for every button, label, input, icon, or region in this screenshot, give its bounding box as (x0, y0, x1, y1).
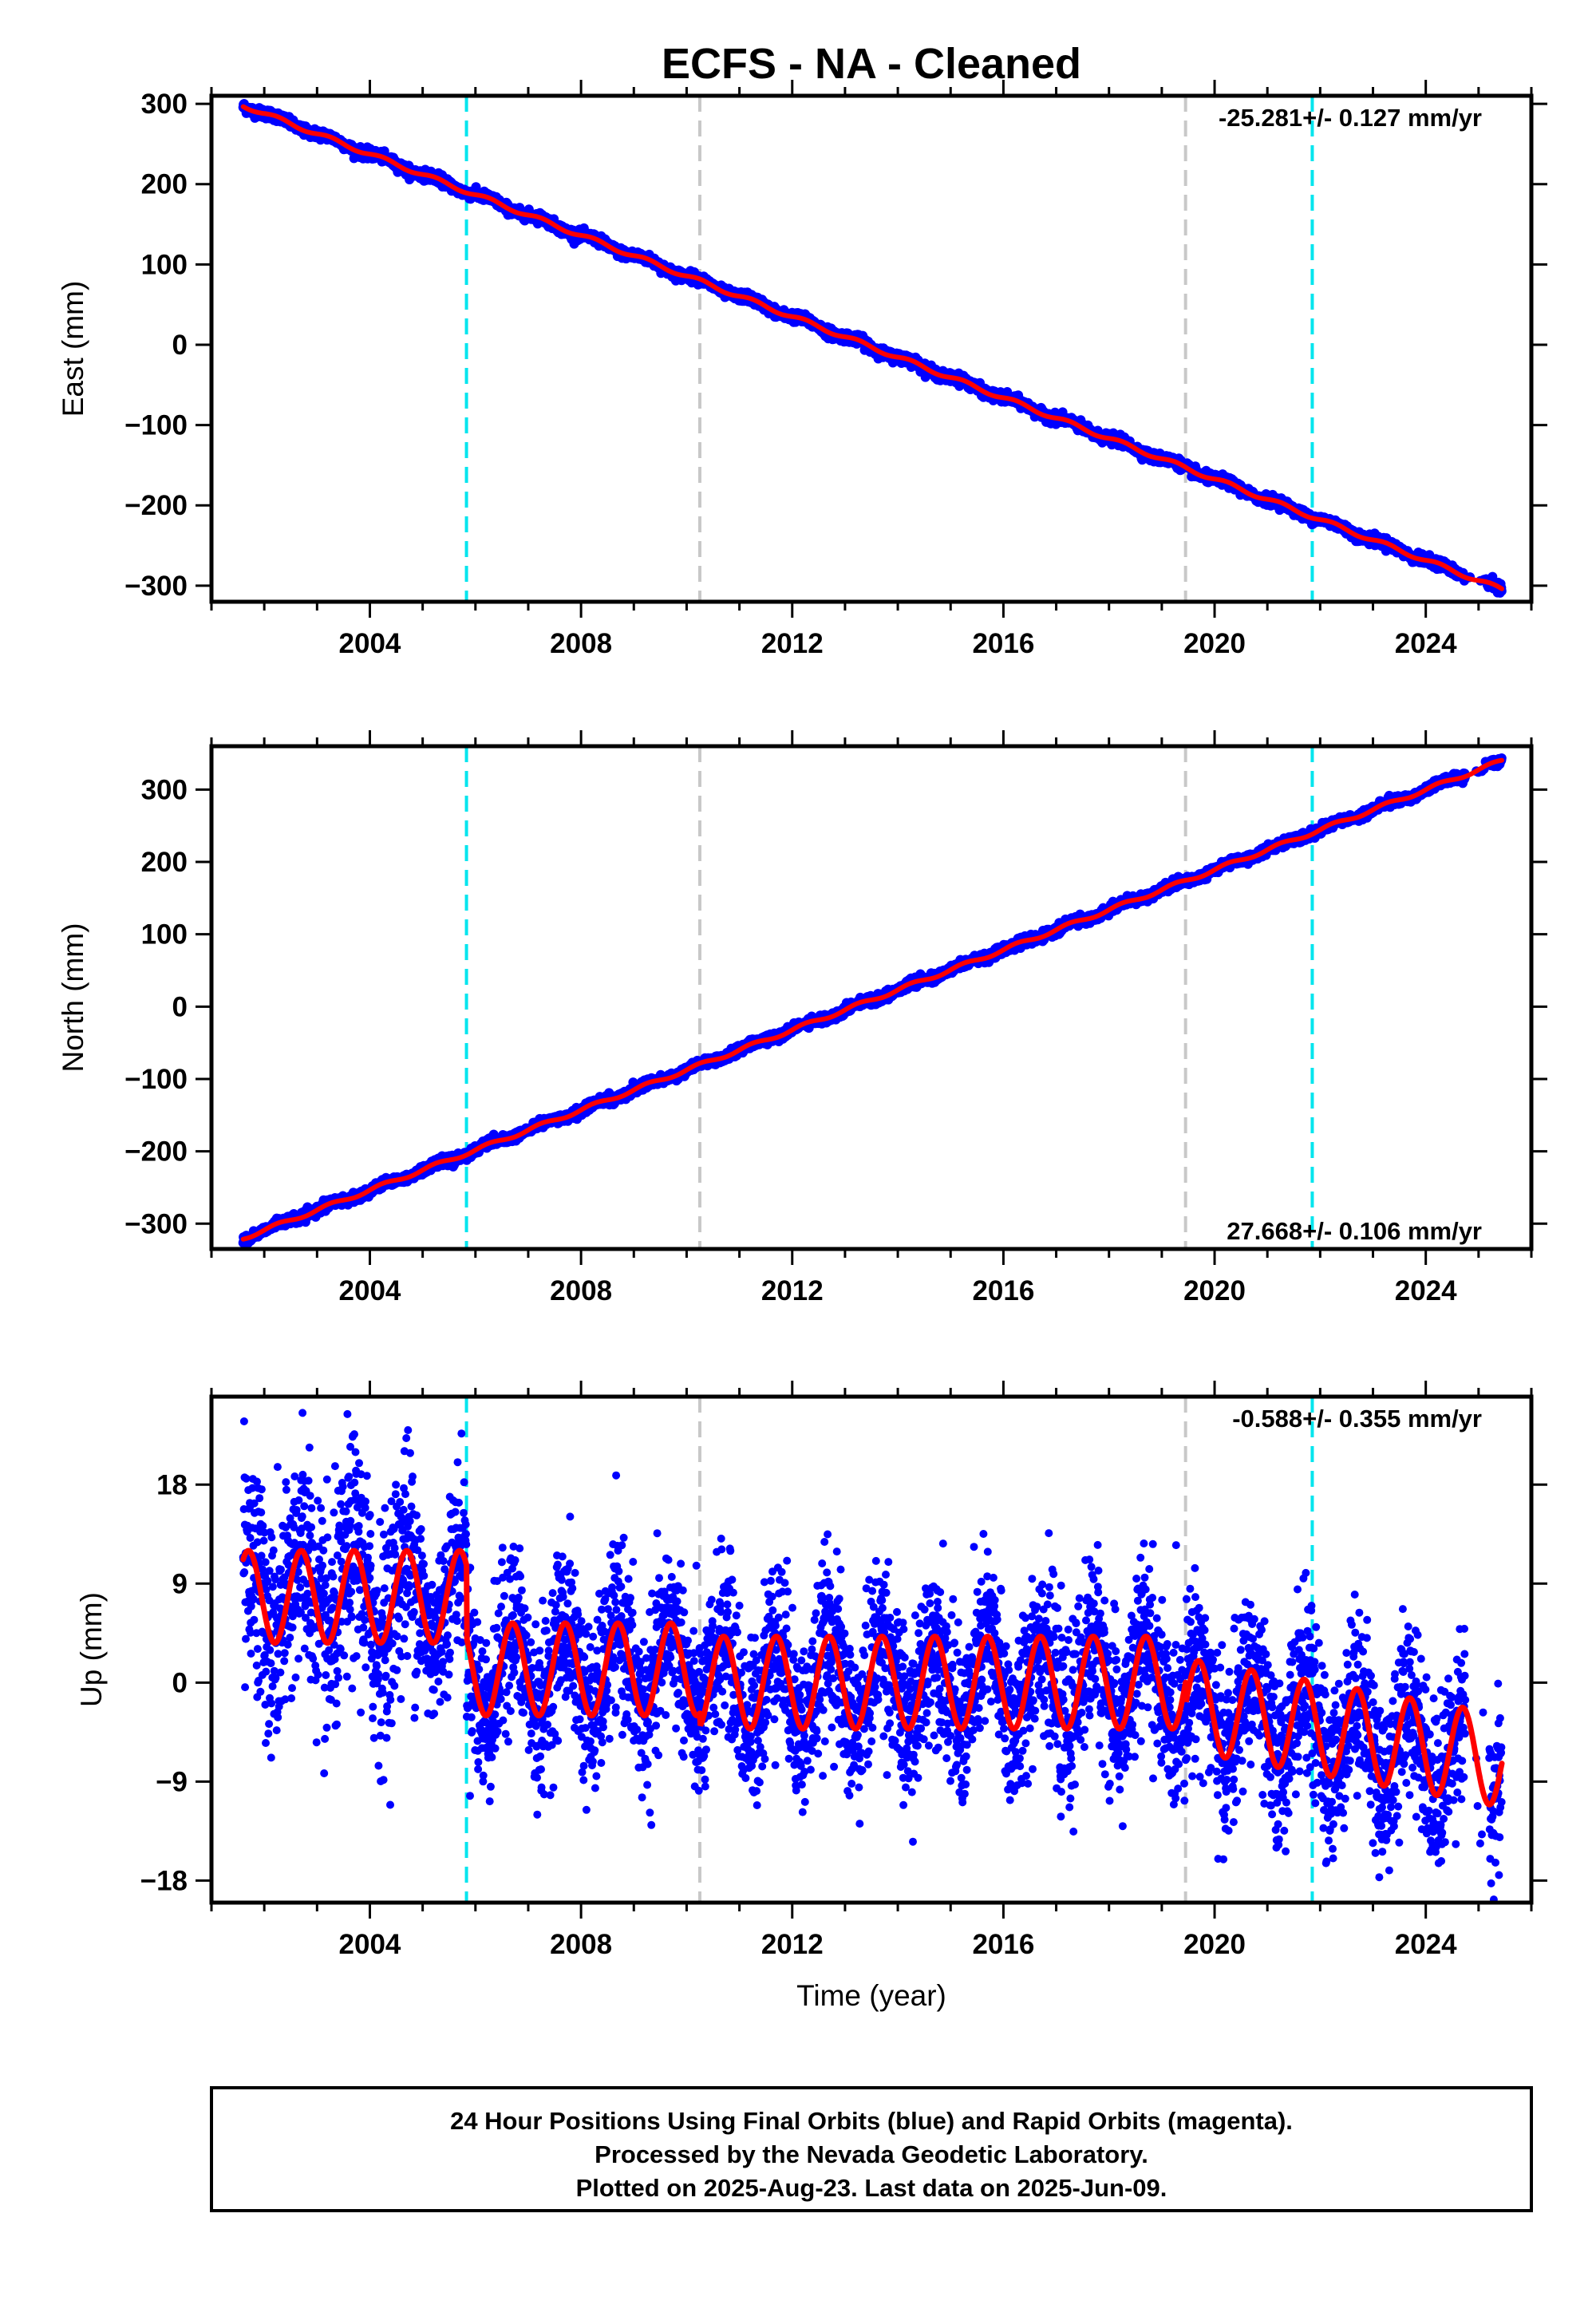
y-tick-label: −100 (124, 410, 188, 441)
y-axis-label: East (mm) (57, 281, 89, 417)
x-tick-label: 2020 (1183, 628, 1246, 659)
x-tick-label: 2016 (972, 628, 1034, 659)
y-tick-label: 300 (141, 89, 188, 120)
data-layer (238, 99, 1507, 598)
y-tick-label: −300 (124, 571, 188, 602)
y-tick-label: 0 (172, 330, 188, 361)
figure-title: ECFS - NA - Cleaned (662, 40, 1081, 88)
y-tick-label: −200 (124, 490, 188, 521)
y-tick-label: 100 (141, 249, 188, 280)
y-tick-label: 200 (141, 169, 188, 200)
x-tick-label: 2008 (550, 628, 612, 659)
panel-north: 2004 2008 2012 2016 2020 20243002001000−100−2… (57, 730, 1547, 1306)
x-tick-label: 2024 (1395, 628, 1457, 659)
x-tick-label: 2012 (761, 628, 824, 659)
rate-annotation: -25.281+/- 0.127 mm/yr (1219, 104, 1482, 132)
panel-east: 2004 2008 2012 2016 2020 2024 300 200 100 0 −100 −2… (57, 80, 1547, 659)
x-tick-label: 2004 (339, 628, 401, 659)
